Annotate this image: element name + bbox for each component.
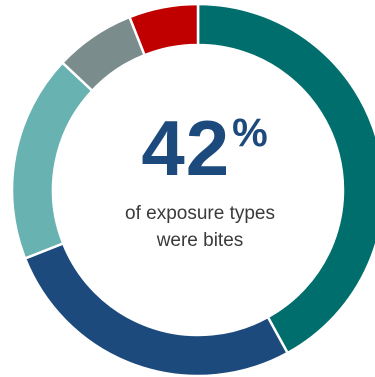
donut-slice-2: [23, 241, 290, 377]
donut-slice-5: [127, 2, 200, 57]
donut-slice-1: [196, 2, 375, 355]
donut-slice-3: [10, 60, 95, 261]
